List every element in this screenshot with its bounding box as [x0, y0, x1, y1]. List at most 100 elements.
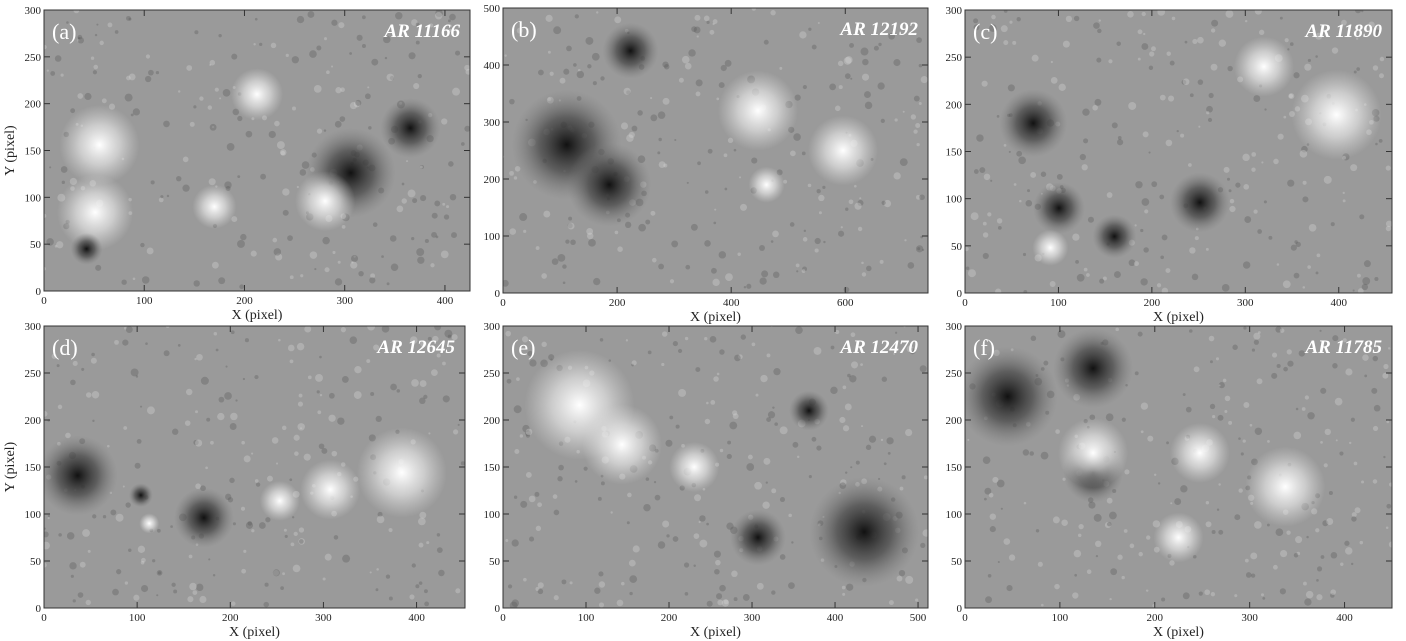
speckle: [650, 114, 658, 122]
speckle: [830, 386, 838, 395]
x-tick-label: 0: [962, 612, 968, 624]
speckle: [918, 63, 923, 68]
speckle: [762, 501, 770, 509]
speckle: [837, 60, 844, 67]
speckle: [771, 488, 777, 494]
speckle: [140, 560, 145, 565]
speckle: [551, 258, 559, 265]
speckle: [298, 393, 303, 398]
speckle: [114, 339, 119, 345]
speckle: [1110, 568, 1118, 576]
speckle: [1129, 543, 1135, 549]
speckle: [1147, 435, 1154, 442]
speckle: [621, 581, 625, 586]
speckle: [322, 577, 326, 581]
x-tick-label: 200: [1147, 612, 1164, 624]
speckle: [1086, 569, 1092, 575]
speckle: [721, 599, 730, 607]
speckle: [1204, 589, 1211, 596]
speckle: [665, 439, 673, 447]
speckle: [291, 56, 299, 64]
speckle: [331, 65, 334, 68]
speckle: [681, 55, 690, 64]
speckle: [338, 22, 345, 29]
speckle: [70, 379, 76, 386]
speckle: [1140, 228, 1144, 233]
speckle: [377, 511, 383, 517]
speckle: [1007, 84, 1015, 92]
speckle: [1372, 355, 1379, 362]
speckle: [834, 105, 841, 112]
speckle: [409, 594, 415, 600]
speckle: [1359, 214, 1365, 220]
speckle: [250, 250, 257, 257]
speckle: [1169, 60, 1175, 66]
speckle: [1215, 357, 1220, 361]
speckle: [1077, 533, 1082, 538]
speckle: [854, 184, 857, 188]
speckle: [77, 592, 84, 598]
speckle: [284, 534, 288, 538]
speckle: [1235, 182, 1241, 188]
speckle: [822, 185, 826, 189]
speckle: [44, 541, 50, 550]
speckle: [717, 599, 723, 606]
speckle: [296, 342, 305, 351]
x-axis-label: X (pixel): [232, 308, 283, 323]
speckle: [592, 81, 597, 86]
speckle: [849, 375, 857, 383]
speckle: [1354, 10, 1362, 14]
speckle: [719, 448, 724, 453]
speckle: [401, 198, 407, 204]
speckle: [1372, 425, 1379, 431]
speckle: [1180, 133, 1185, 138]
speckle: [649, 96, 653, 100]
speckle: [1279, 588, 1286, 595]
speckle: [1261, 161, 1264, 164]
speckle: [658, 161, 666, 169]
panel: 0 100 200 300 400 0 50 100 150 200 250 300 X (pixel)…: [946, 321, 1393, 640]
speckle: [110, 509, 117, 516]
x-tick-label: 100: [129, 612, 146, 624]
speckle: [436, 533, 441, 537]
speckle: [361, 43, 366, 48]
speckle: [1257, 229, 1262, 234]
speckle: [593, 277, 601, 286]
speckle: [156, 594, 159, 597]
x-tick-label: 300: [336, 295, 353, 307]
speckle: [1210, 592, 1216, 597]
speckle: [1353, 461, 1358, 466]
speckle: [464, 125, 470, 132]
speckle: [106, 444, 110, 448]
speckle: [529, 536, 535, 542]
speckle: [1134, 224, 1137, 227]
speckle: [424, 238, 429, 244]
speckle: [1088, 501, 1096, 509]
speckle: [587, 64, 592, 69]
speckle: [323, 37, 328, 41]
speckle: [894, 118, 898, 122]
speckle: [763, 457, 771, 465]
speckle: [126, 75, 131, 81]
speckle: [332, 250, 336, 254]
speckle: [1079, 153, 1086, 161]
speckle: [1284, 38, 1289, 43]
speckle: [1171, 16, 1176, 21]
speckle: [1296, 551, 1301, 556]
speckle: [418, 581, 423, 585]
speckle: [340, 327, 347, 333]
speckle: [323, 129, 327, 132]
speckle: [1074, 573, 1077, 577]
speckle: [270, 42, 277, 49]
positive-region: [295, 171, 356, 232]
speckle: [1072, 233, 1080, 241]
speckle: [628, 559, 636, 567]
speckle: [626, 90, 631, 95]
speckle: [82, 529, 90, 537]
speckle: [1324, 428, 1331, 436]
speckle: [1330, 589, 1337, 595]
speckle: [415, 22, 420, 27]
speckle: [1315, 55, 1318, 58]
speckle: [754, 481, 762, 490]
speckle: [671, 240, 679, 248]
